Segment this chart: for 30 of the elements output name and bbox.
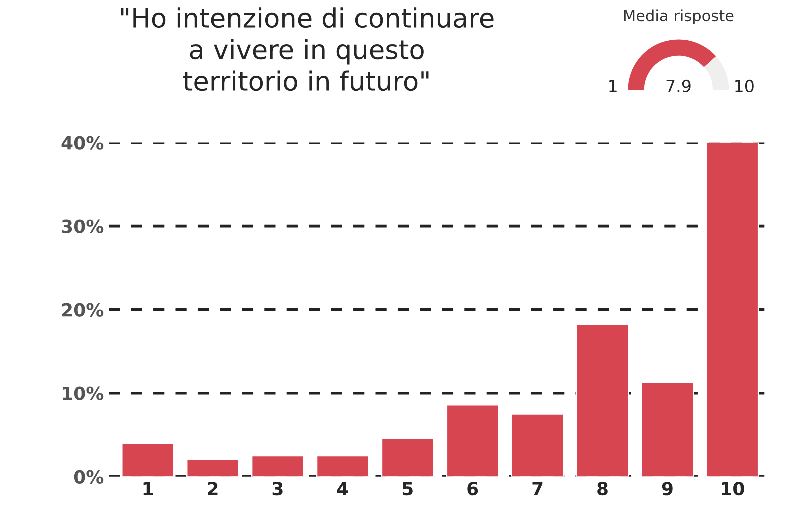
y-tick-label: 30% <box>62 220 104 234</box>
text: 1 <box>610 80 617 92</box>
x-tick-label: 8 <box>598 482 608 496</box>
bar <box>576 324 630 477</box>
x-tick-label: 4 <box>337 482 348 496</box>
bar <box>251 455 305 477</box>
bar <box>706 142 760 477</box>
text: 7.9 <box>666 80 691 93</box>
bar <box>511 414 564 477</box>
x-tick-label: 5 <box>402 482 413 496</box>
x-tick-label: 1 <box>144 482 154 496</box>
x-tick-label: 2 <box>208 482 218 496</box>
x-tick-label: 9 <box>662 482 673 496</box>
bar <box>186 458 240 477</box>
y-tick-label: 0% <box>74 470 104 484</box>
y-tick-label: 20% <box>62 303 104 317</box>
x-tick-label: 6 <box>468 482 478 496</box>
chart-title: Media risposte <box>624 10 734 25</box>
text: 10 <box>736 80 754 93</box>
chart-title: "Ho intenzione di continuare a vivere in questo territorio in futuro" <box>121 8 494 92</box>
x-tick-label: 3 <box>272 482 283 496</box>
bar <box>316 455 370 477</box>
y-tick-label: 40% <box>62 136 104 150</box>
bar <box>641 382 694 477</box>
bar <box>381 438 435 477</box>
y-tick-label: 10% <box>63 386 104 400</box>
bar <box>121 442 175 477</box>
bar <box>446 404 500 477</box>
x-tick-label: 10 <box>722 482 744 496</box>
x-tick-label: 7 <box>532 482 543 496</box>
